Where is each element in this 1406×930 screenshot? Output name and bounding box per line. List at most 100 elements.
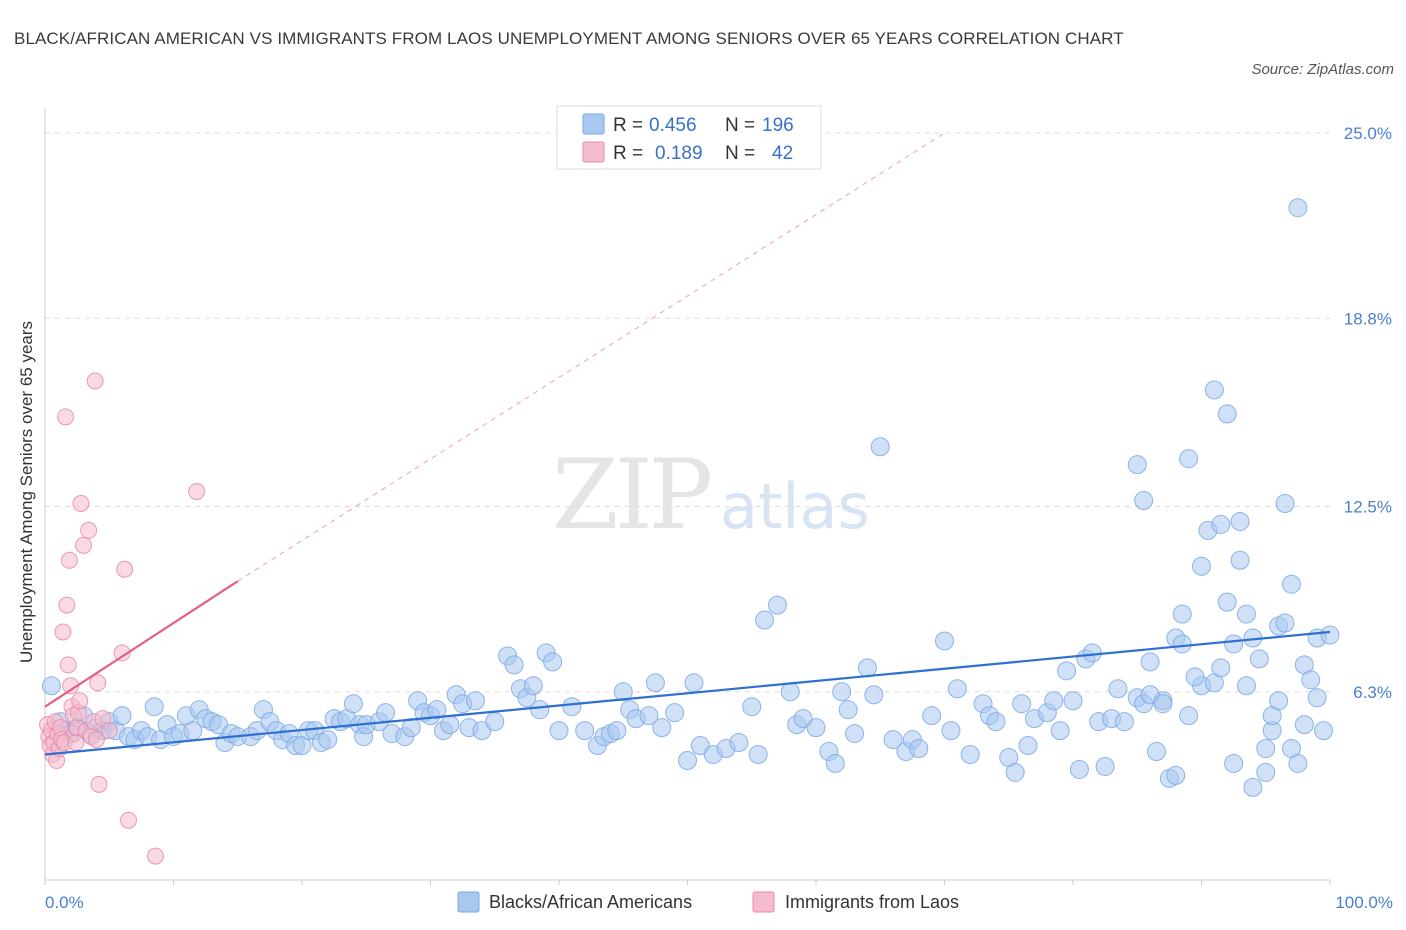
trend-line-laos — [44, 580, 239, 708]
point-blacks — [575, 721, 595, 741]
bottom-legend-label-pink: Immigrants from Laos — [785, 892, 959, 912]
point-laos — [120, 811, 138, 829]
point-laos — [113, 644, 131, 662]
y-tick-label: 18.8% — [1344, 309, 1392, 328]
point-blacks — [864, 685, 884, 705]
bottom-legend-swatch-blue — [457, 891, 480, 913]
point-blacks — [986, 712, 1006, 732]
point-blacks — [1288, 753, 1308, 773]
point-blacks — [742, 697, 762, 717]
point-blacks — [376, 703, 396, 723]
point-blacks — [1243, 777, 1263, 797]
legend-swatch-blue — [582, 113, 605, 135]
point-blacks — [1249, 649, 1269, 669]
point-blacks — [523, 676, 543, 696]
point-blacks — [562, 697, 582, 717]
legend-r-value-blue: 0.456 — [649, 115, 697, 136]
point-blacks — [1069, 759, 1089, 779]
point-blacks — [825, 753, 845, 773]
point-blacks — [806, 718, 826, 738]
scatter-points — [39, 198, 1340, 865]
legend-r-label-blue: R = — [613, 115, 643, 136]
gridlines — [45, 132, 1330, 693]
point-blacks — [1294, 715, 1314, 735]
bottom-legend-swatch-pink — [752, 891, 775, 913]
point-blacks — [1012, 694, 1032, 714]
point-blacks — [485, 712, 505, 732]
point-laos — [86, 372, 104, 390]
point-blacks — [1153, 694, 1173, 714]
point-laos — [116, 560, 134, 578]
point-blacks — [1224, 753, 1244, 773]
point-blacks — [504, 655, 524, 675]
y-tick-labels: 6.3% 12.5% 18.8% 25.0% — [1344, 124, 1392, 702]
stats-legend: R = 0.456 N = 196 R = 0.189 N = 42 — [556, 105, 822, 170]
point-blacks — [684, 673, 704, 693]
point-laos — [58, 596, 76, 614]
point-blacks — [1288, 198, 1308, 218]
trend-line-blacks — [44, 630, 1331, 756]
chart-title: BLACK/AFRICAN AMERICAN VS IMMIGRANTS FRO… — [14, 29, 1124, 48]
point-blacks — [652, 718, 672, 738]
point-blacks — [1307, 688, 1327, 708]
point-blacks — [543, 652, 563, 672]
point-blacks — [857, 658, 877, 678]
series-legend: Blacks/African Americans Immigrants from… — [457, 891, 959, 913]
point-blacks — [1140, 652, 1160, 672]
legend-n-value-pink: 42 — [772, 143, 793, 164]
point-laos — [90, 775, 108, 793]
point-blacks — [838, 700, 858, 720]
point-blacks — [1230, 550, 1250, 570]
point-blacks — [1050, 721, 1070, 741]
point-blacks — [1179, 449, 1199, 469]
legend-n-label-pink: N = — [725, 143, 755, 164]
y-tick-label: 25.0% — [1344, 124, 1392, 143]
point-blacks — [1166, 765, 1186, 785]
point-blacks — [1108, 679, 1128, 699]
x-tick-labels: 0.0% 100.0% — [45, 893, 1393, 912]
point-blacks — [1005, 762, 1025, 782]
point-blacks — [1281, 574, 1301, 594]
point-blacks — [780, 682, 800, 702]
point-blacks — [845, 724, 865, 744]
point-blacks — [645, 673, 665, 693]
legend-swatch-pink — [582, 141, 605, 163]
point-blacks — [1082, 643, 1102, 663]
source-credit: Source: ZipAtlas.com — [1251, 61, 1394, 78]
point-laos — [75, 536, 93, 554]
point-laos — [71, 692, 89, 710]
point-blacks — [1275, 494, 1295, 514]
point-laos — [59, 656, 77, 674]
point-blacks — [1057, 661, 1077, 681]
point-blacks — [41, 676, 61, 696]
point-blacks — [1044, 691, 1064, 711]
watermark-atlas: atlas — [720, 470, 870, 543]
point-blacks — [909, 739, 929, 759]
point-blacks — [549, 721, 569, 741]
point-blacks — [1018, 736, 1038, 756]
legend-r-value-pink: 0.189 — [655, 143, 703, 164]
legend-n-value-blue: 196 — [762, 115, 794, 136]
point-blacks — [832, 682, 852, 702]
point-blacks — [401, 718, 421, 738]
point-blacks — [1217, 404, 1237, 424]
point-blacks — [144, 697, 164, 717]
point-blacks — [607, 721, 627, 741]
y-tick-label: 12.5% — [1344, 498, 1392, 517]
point-blacks — [530, 700, 550, 720]
y-axis-label: Unemployment Among Seniors over 65 years — [17, 321, 36, 663]
point-blacks — [1211, 658, 1231, 678]
point-blacks — [755, 610, 775, 630]
point-blacks — [1224, 634, 1244, 654]
point-blacks — [1256, 739, 1276, 759]
point-blacks — [729, 733, 749, 753]
point-blacks — [1063, 691, 1083, 711]
point-blacks — [613, 682, 633, 702]
point-blacks — [748, 745, 768, 765]
point-laos — [54, 623, 72, 641]
point-blacks — [1192, 556, 1211, 576]
point-blacks — [1179, 706, 1199, 726]
point-blacks — [1256, 762, 1276, 782]
point-blacks — [1185, 667, 1205, 687]
